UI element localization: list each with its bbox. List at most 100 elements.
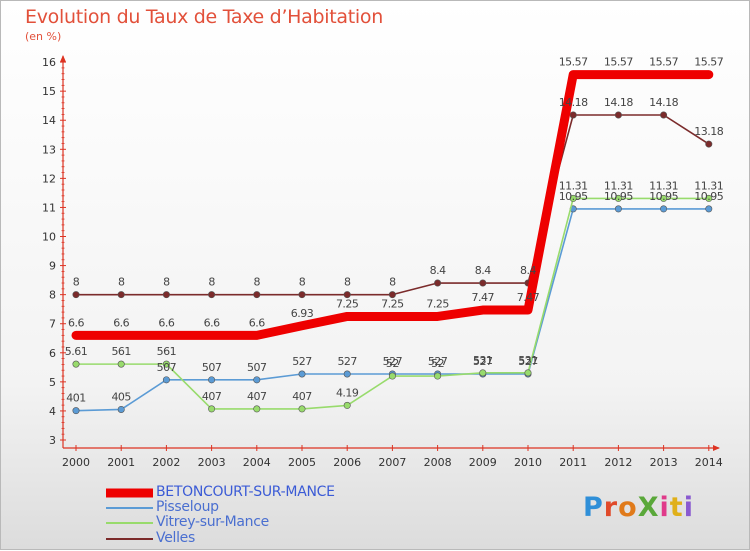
data-label-vitrey-sur-mance: 561 bbox=[157, 345, 177, 358]
data-label-pisseloup: 527 bbox=[428, 355, 448, 368]
data-point-velles bbox=[253, 291, 261, 299]
data-point-vitrey-sur-mance bbox=[479, 369, 487, 377]
data-point-vitrey-sur-mance bbox=[298, 405, 306, 413]
legend-label: Velles bbox=[156, 530, 195, 546]
data-point-velles bbox=[343, 291, 351, 299]
y-tick-label: 11 bbox=[42, 201, 56, 214]
x-tick-label: 2000 bbox=[62, 456, 90, 469]
x-tick-label: 2007 bbox=[378, 456, 406, 469]
data-point-velles bbox=[117, 291, 125, 299]
data-point-velles bbox=[569, 111, 577, 119]
data-label-velles: 8 bbox=[344, 276, 351, 289]
data-label-betoncourt-sur-mance: 6.6 bbox=[68, 316, 84, 329]
data-label-velles: 14.18 bbox=[604, 96, 633, 109]
data-label-vitrey-sur-mance: 561 bbox=[111, 345, 131, 358]
x-tick-label: 2001 bbox=[107, 456, 135, 469]
chart-unit: (en %) bbox=[25, 30, 62, 43]
series-layer bbox=[71, 70, 714, 415]
data-label-vitrey-sur-mance: 531 bbox=[473, 354, 493, 367]
data-point-pisseloup bbox=[705, 205, 713, 213]
data-label-velles: 8 bbox=[254, 276, 261, 289]
data-point-pisseloup bbox=[208, 376, 216, 384]
x-tick-label: 2011 bbox=[559, 456, 587, 469]
data-label-vitrey-sur-mance: 52 bbox=[386, 357, 399, 370]
data-label-pisseloup: 527 bbox=[337, 355, 357, 368]
y-tick-label: 16 bbox=[42, 56, 56, 69]
legend-label: Pisseloup bbox=[156, 499, 219, 515]
data-label-pisseloup: 527 bbox=[473, 355, 493, 368]
logo-letter: o bbox=[618, 492, 638, 523]
data-label-pisseloup: 10.95 bbox=[559, 190, 588, 203]
data-point-velles bbox=[72, 291, 80, 299]
data-point-pisseloup bbox=[614, 205, 622, 213]
data-point-pisseloup bbox=[253, 376, 261, 384]
data-point-pisseloup bbox=[298, 370, 306, 378]
data-label-velles: 8 bbox=[163, 276, 170, 289]
y-tick-label: 5 bbox=[49, 376, 56, 389]
y-tick-label: 14 bbox=[42, 114, 56, 127]
data-label-betoncourt-sur-mance: 7.25 bbox=[381, 297, 404, 310]
data-point-vitrey-sur-mance bbox=[162, 360, 170, 368]
data-label-vitrey-sur-mance: 5.61 bbox=[65, 345, 88, 358]
series-line-velles bbox=[75, 114, 710, 296]
y-tick-label: 15 bbox=[42, 85, 56, 98]
data-label-pisseloup: 10.95 bbox=[604, 190, 633, 203]
data-label-pisseloup: 507 bbox=[202, 361, 222, 374]
data-point-velles bbox=[208, 291, 216, 299]
logo-letter: t bbox=[669, 492, 684, 523]
data-label-betoncourt-sur-mance: 7.47 bbox=[517, 291, 540, 304]
data-label-betoncourt-sur-mance: 15.57 bbox=[559, 56, 588, 69]
legend-label: Vitrey-sur-Mance bbox=[156, 514, 269, 530]
legend-label: BETONCOURT-SUR-MANCE bbox=[156, 484, 335, 500]
x-tick-label: 2009 bbox=[469, 456, 497, 469]
data-label-betoncourt-sur-mance: 6.6 bbox=[249, 316, 265, 329]
data-label-velles: 8 bbox=[73, 276, 80, 289]
data-label-pisseloup: 507 bbox=[247, 361, 267, 374]
y-tick-label: 8 bbox=[49, 289, 56, 302]
data-point-velles bbox=[298, 291, 306, 299]
data-label-pisseloup: 527 bbox=[292, 355, 312, 368]
data-point-velles bbox=[660, 111, 668, 119]
data-point-velles bbox=[614, 111, 622, 119]
data-label-pisseloup: 405 bbox=[111, 390, 131, 403]
logo-letter: i bbox=[683, 492, 694, 523]
data-label-betoncourt-sur-mance: 7.25 bbox=[336, 297, 359, 310]
data-point-vitrey-sur-mance bbox=[434, 372, 442, 380]
data-label-betoncourt-sur-mance: 15.57 bbox=[694, 56, 723, 69]
data-point-vitrey-sur-mance bbox=[660, 194, 668, 202]
data-point-vitrey-sur-mance bbox=[614, 194, 622, 202]
data-label-pisseloup: 527 bbox=[383, 355, 403, 368]
data-label-velles: 8 bbox=[389, 276, 396, 289]
data-label-vitrey-sur-mance: 52 bbox=[431, 357, 444, 370]
data-label-vitrey-sur-mance: 531 bbox=[518, 354, 538, 367]
data-label-vitrey-sur-mance: 11.31 bbox=[559, 179, 588, 192]
data-point-vitrey-sur-mance bbox=[705, 194, 713, 202]
data-label-vitrey-sur-mance: 11.31 bbox=[604, 179, 633, 192]
x-axis-arrow bbox=[713, 445, 720, 451]
data-point-vitrey-sur-mance bbox=[117, 360, 125, 368]
data-point-pisseloup bbox=[343, 370, 351, 378]
data-point-velles bbox=[479, 279, 487, 287]
data-label-vitrey-sur-mance: 407 bbox=[292, 390, 312, 403]
data-point-vitrey-sur-mance bbox=[524, 369, 532, 377]
chart-title: Evolution du Taux de Taxe d’Habitation bbox=[25, 6, 383, 28]
data-label-betoncourt-sur-mance: 15.57 bbox=[604, 56, 633, 69]
data-point-pisseloup bbox=[72, 407, 80, 415]
logo-letter: X bbox=[637, 492, 660, 523]
data-label-betoncourt-sur-mance: 15.57 bbox=[649, 56, 678, 69]
x-tick-label: 2012 bbox=[604, 456, 632, 469]
data-label-velles: 8.4 bbox=[475, 264, 491, 277]
data-point-velles bbox=[388, 291, 396, 299]
data-point-pisseloup bbox=[660, 205, 668, 213]
y-tick-label: 9 bbox=[49, 260, 56, 273]
x-tick-label: 2003 bbox=[198, 456, 226, 469]
data-label-velles: 8.4 bbox=[430, 264, 446, 277]
data-label-pisseloup: 10.95 bbox=[694, 190, 723, 203]
data-point-vitrey-sur-mance bbox=[343, 401, 351, 409]
axes: 3 4 5 6 7 8 9 10 11 12 13 14 15 16 2000 2001 2002 2003 200… bbox=[42, 55, 723, 469]
y-tick-label: 12 bbox=[42, 172, 56, 185]
data-label-pisseloup: 527 bbox=[518, 355, 538, 368]
data-labels: 8 8 8 8 8 8 8 8 8.4 8.4 8.4 14.18 14.18 14.18 13.18 401… bbox=[65, 56, 725, 405]
y-tick-label: 13 bbox=[42, 143, 56, 156]
